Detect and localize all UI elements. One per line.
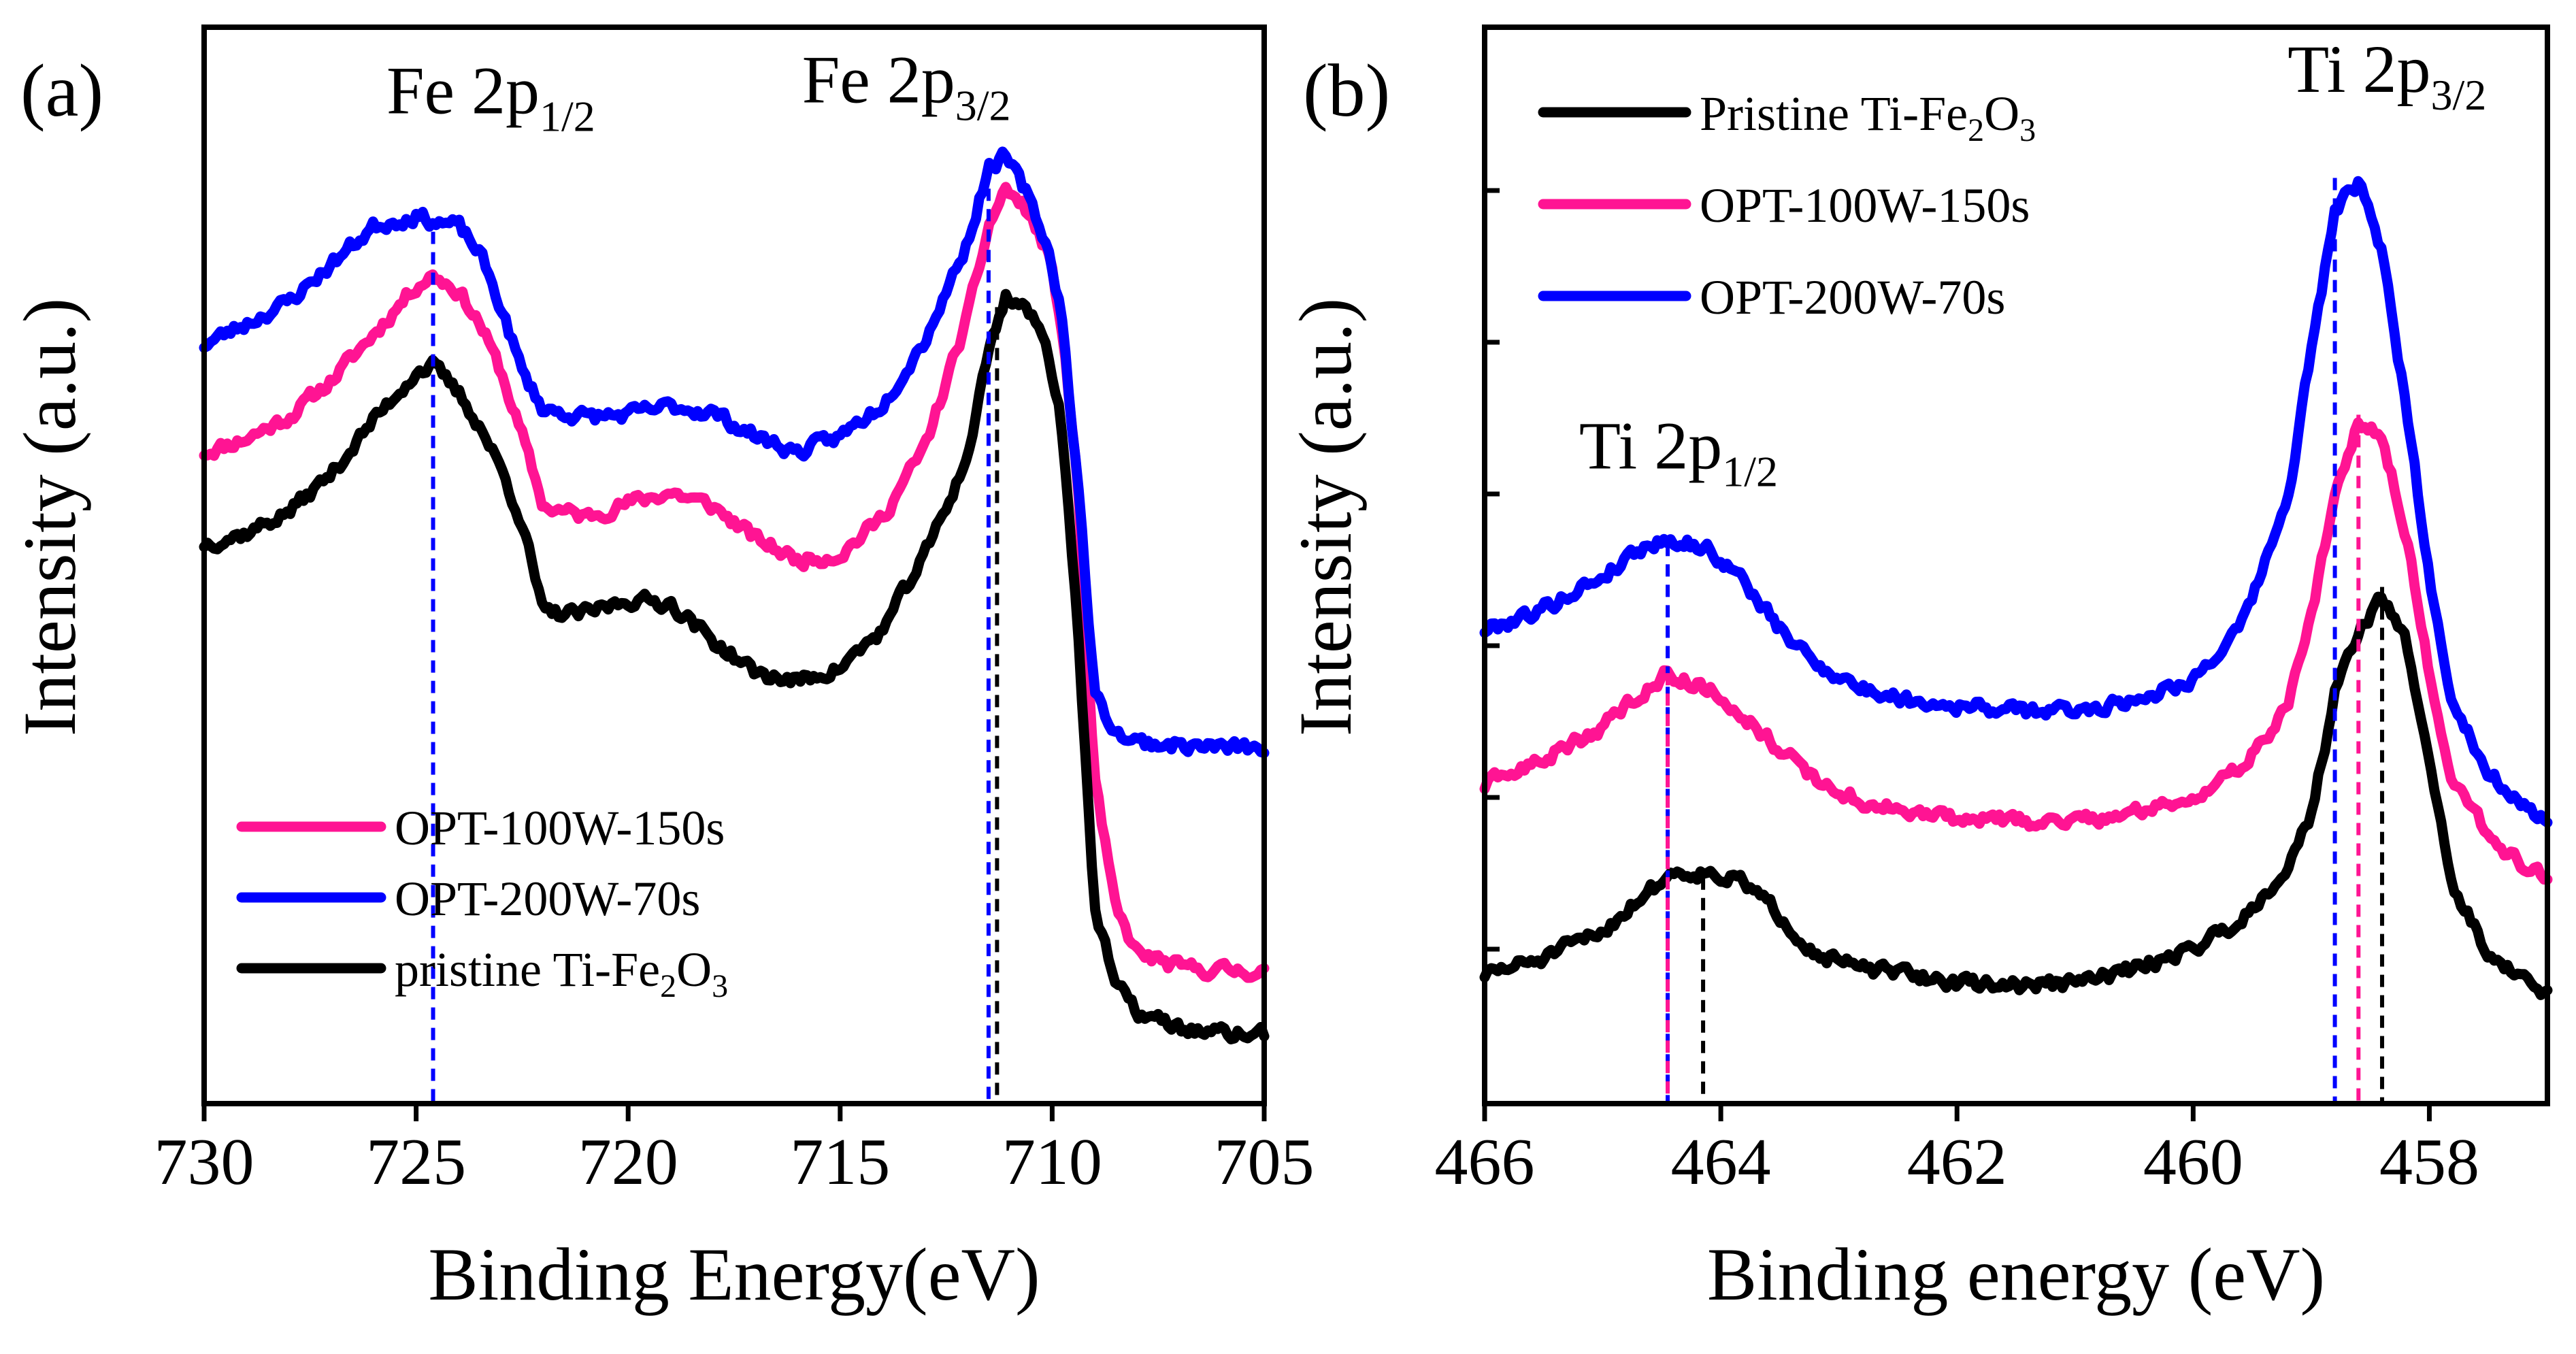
- series-line-pristine-ti-fe2o3: [1479, 591, 2553, 1000]
- x-tick-label: 462: [1907, 1125, 2007, 1199]
- series-group: [1479, 176, 2553, 1000]
- plot-frame: [201, 24, 1267, 1106]
- panel-label: (a): [20, 49, 103, 132]
- plot-frame: [1482, 24, 2550, 1106]
- legend: Pristine Ti-Fe2O3 OPT-100W-150s OPT-200W-7…: [1538, 86, 2036, 325]
- legend: OPT-100W-150s OPT-200W-70s pristine Ti-Fe2…: [236, 801, 728, 1004]
- series-line-opt-200w-70s: [199, 146, 1270, 759]
- series-line-pristine-ti-fe2o3: [199, 288, 1270, 1044]
- x-tick-label: 466: [1435, 1125, 1535, 1199]
- x-tick-label: 730: [154, 1125, 254, 1199]
- panel-label: (b): [1303, 49, 1390, 132]
- series-group: [199, 146, 1270, 1044]
- panel-a-fe-2p-chart: 730 725 720 715 710 705 Intensity (a.u.) Bindin…: [8, 24, 1315, 1316]
- x-axis-label: Binding energy (eV): [1707, 1233, 2325, 1316]
- series-line-opt-200w-70s: [1479, 176, 2553, 828]
- x-tick-label: 460: [2143, 1125, 2243, 1199]
- legend-label-opt-200w-70s: OPT-200W-70s: [1700, 270, 2005, 325]
- x-tick-label: 464: [1671, 1125, 1771, 1199]
- legend-label-opt-100w-150s: OPT-100W-150s: [395, 801, 725, 855]
- series-line-opt-100w-150s: [199, 182, 1270, 983]
- x-tick-label: 720: [578, 1125, 678, 1199]
- peak-label: Fe 2p3/2: [802, 42, 1011, 130]
- peak-label: Ti 2p3/2: [2288, 31, 2486, 119]
- x-tick-label: 710: [1002, 1125, 1102, 1199]
- x-tick-label: 705: [1215, 1125, 1315, 1199]
- legend-label-pristine-ti-fe2o3: pristine Ti-Fe2O3: [395, 942, 728, 1004]
- peak-label: Ti 2p1/2: [1579, 408, 1778, 496]
- y-axis-label: Intensity (a.u.): [8, 298, 91, 737]
- x-tick-label: 458: [2379, 1125, 2479, 1199]
- series-line-opt-100w-150s: [1479, 417, 2553, 885]
- legend-label-opt-200w-70s: OPT-200W-70s: [395, 872, 700, 926]
- x-axis-label: Binding Energy(eV): [428, 1233, 1040, 1316]
- x-tick-label: 715: [790, 1125, 890, 1199]
- legend-label-pristine-ti-fe2o3: Pristine Ti-Fe2O3: [1700, 86, 2036, 148]
- y-axis-label: Intensity (a.u.): [1284, 298, 1367, 737]
- panel-b-ti-2p-chart: 466 464 462 460 458 Intensity (a.u.) Binding e…: [1284, 24, 2553, 1316]
- legend-label-opt-100w-150s: OPT-100W-150s: [1700, 178, 2030, 233]
- peak-label: Fe 2p1/2: [386, 53, 595, 141]
- x-tick-label: 725: [366, 1125, 466, 1199]
